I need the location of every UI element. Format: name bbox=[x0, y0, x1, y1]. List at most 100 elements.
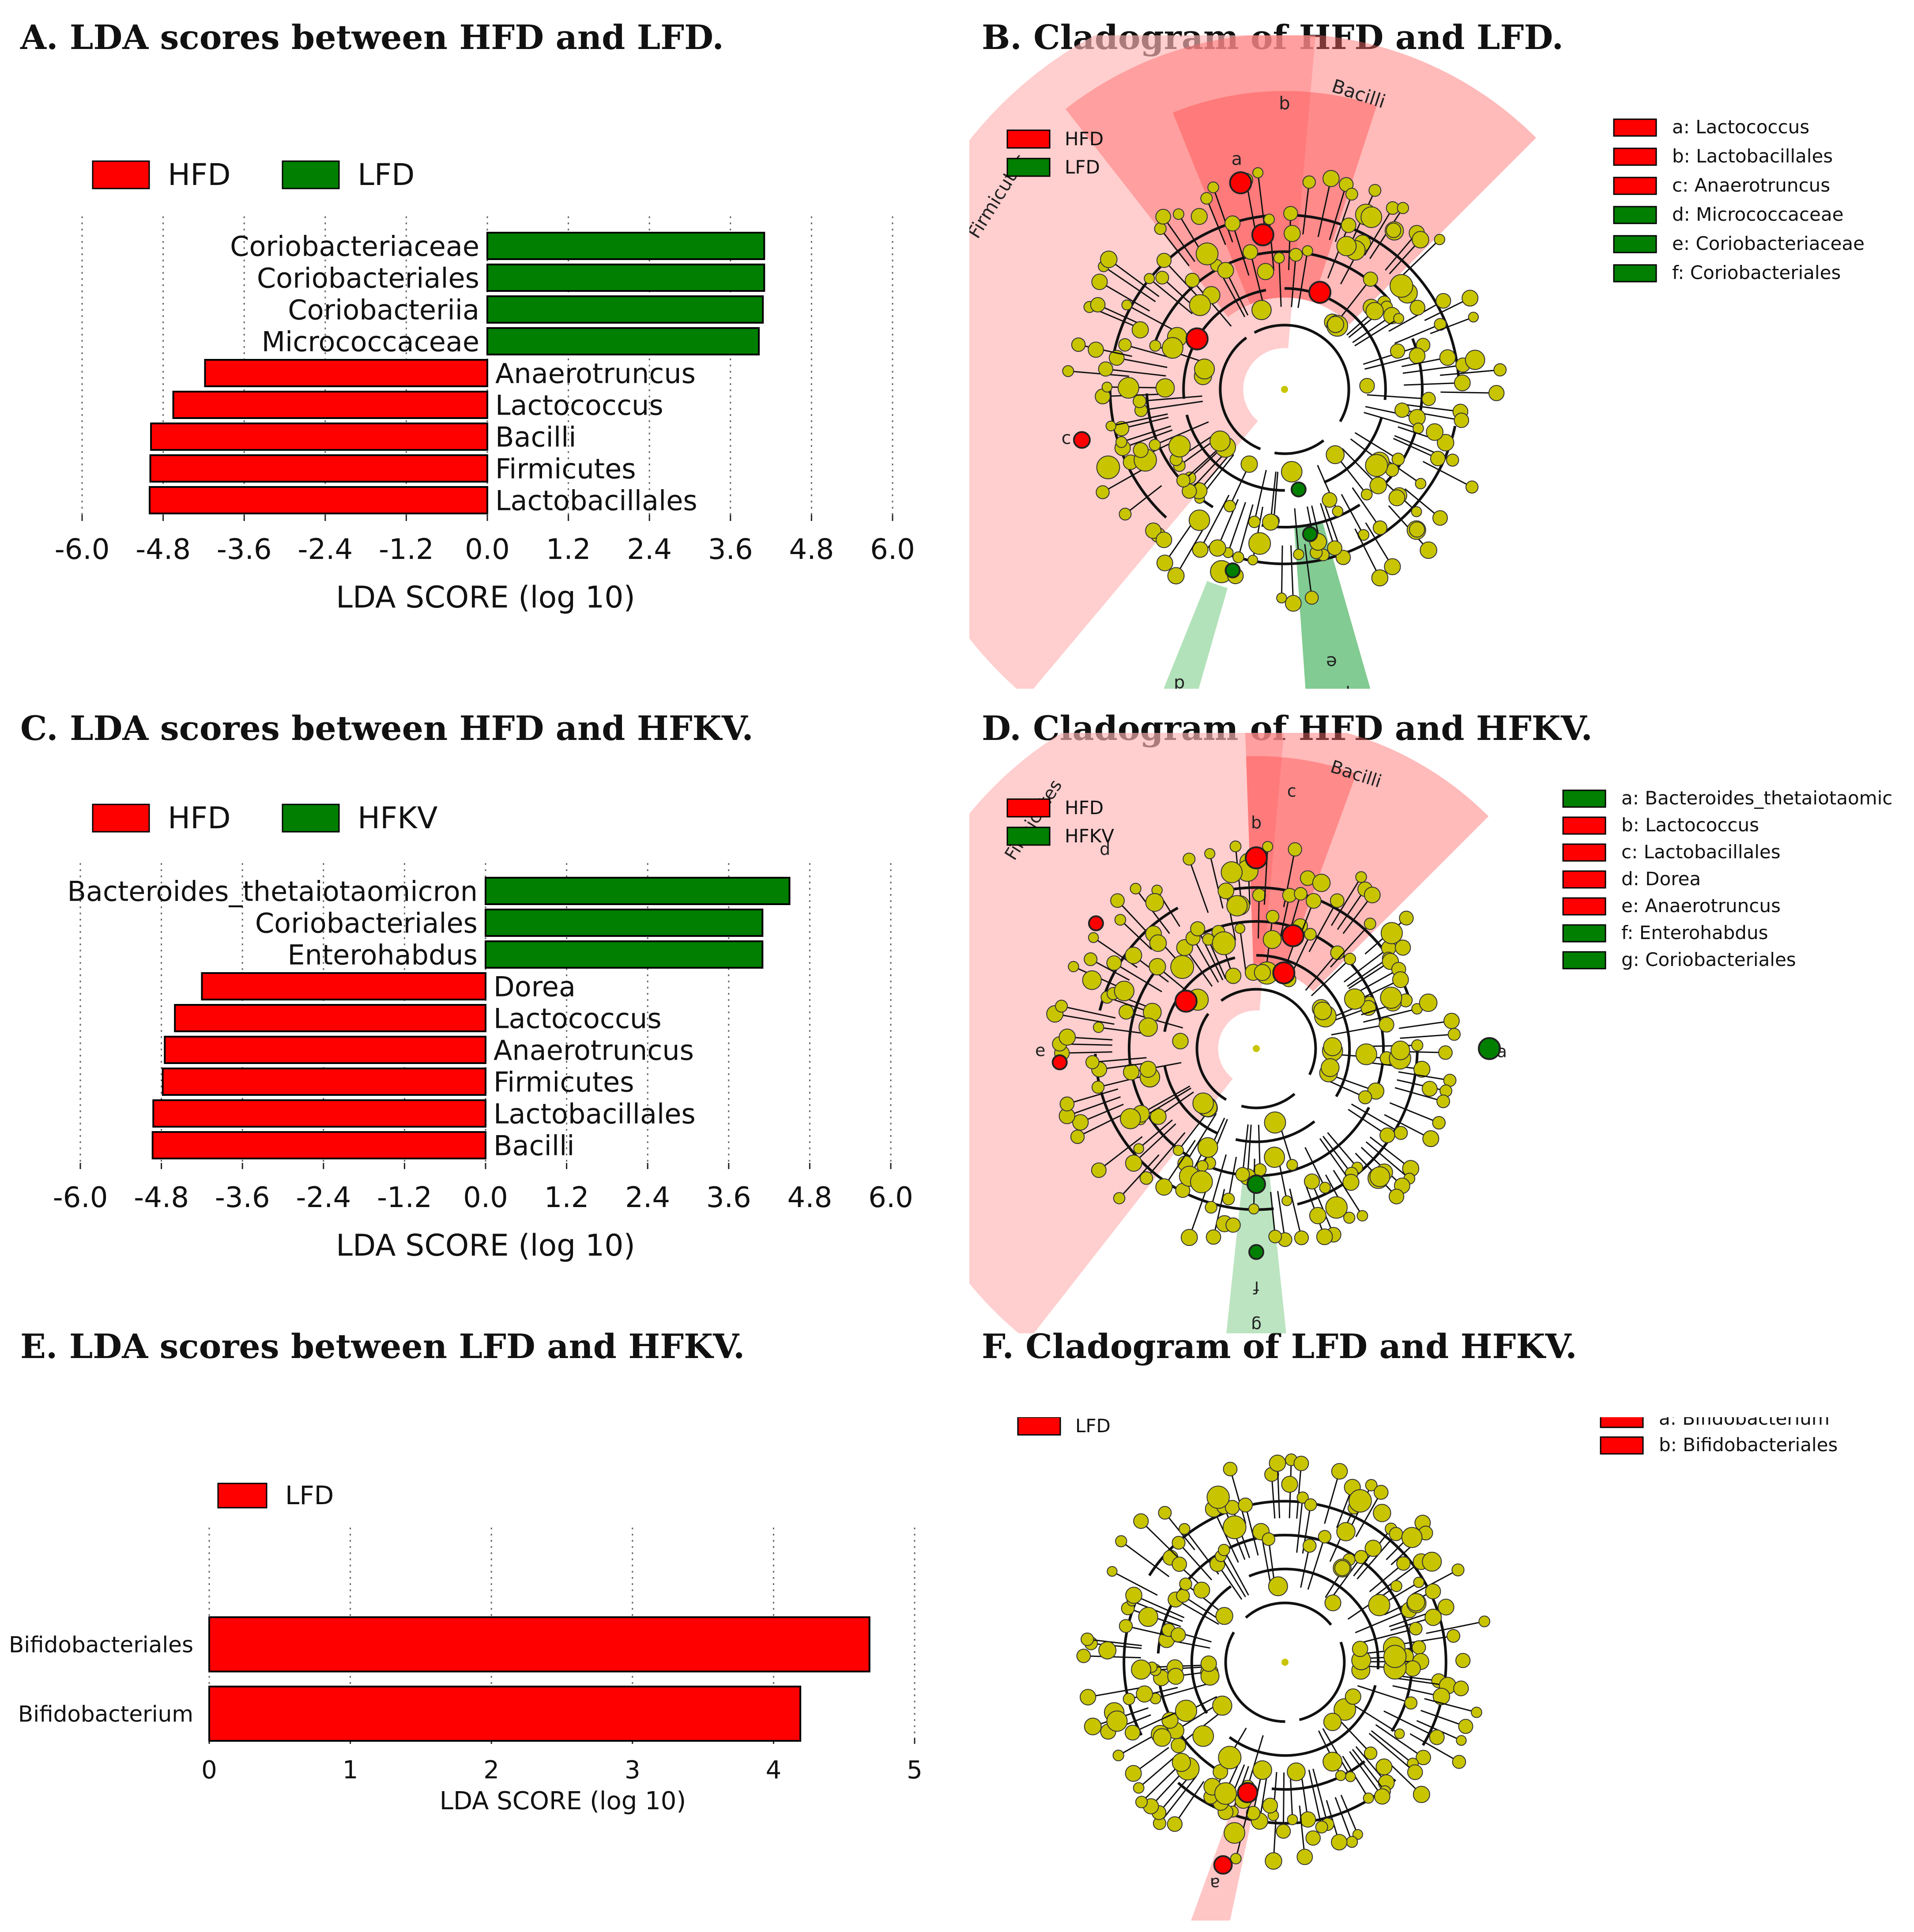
clade-branch bbox=[1334, 194, 1353, 242]
taxon-node bbox=[1252, 888, 1266, 902]
clade-branch bbox=[1066, 1096, 1121, 1117]
legend-label-hfd: HFD bbox=[168, 158, 231, 192]
taxon-node bbox=[1263, 214, 1275, 225]
key-label: d: Micrococcaceae bbox=[1672, 204, 1843, 225]
clade-branch bbox=[1368, 1732, 1416, 1773]
taxon-node bbox=[1215, 1607, 1233, 1625]
clade-branch bbox=[1329, 1556, 1362, 1601]
tick-label: 4 bbox=[766, 1756, 782, 1785]
clade-branch bbox=[1131, 1600, 1183, 1622]
bar-label: Coriobacteriia bbox=[288, 294, 479, 326]
taxon-node bbox=[1389, 1527, 1403, 1541]
clade-branch bbox=[1365, 522, 1393, 567]
taxon-node bbox=[1458, 1719, 1473, 1734]
clade-arc bbox=[1220, 988, 1257, 1002]
clade-branch bbox=[1239, 928, 1247, 973]
tick-label: -2.4 bbox=[296, 1181, 351, 1214]
clade-branch bbox=[1066, 1088, 1119, 1105]
taxon-node bbox=[1149, 340, 1161, 352]
key-swatch bbox=[1613, 147, 1657, 166]
clade-branch bbox=[1324, 1471, 1341, 1524]
bar-label: Coriobacteriaceae bbox=[230, 230, 479, 262]
taxon-node bbox=[1161, 1712, 1179, 1729]
taxon-node bbox=[1123, 1064, 1140, 1081]
tick-label: 2 bbox=[483, 1756, 499, 1785]
taxon-node bbox=[1360, 488, 1373, 501]
taxon-node bbox=[1365, 1479, 1378, 1491]
taxon-node bbox=[1085, 1055, 1100, 1069]
key-label: b: Bifidobacteriales bbox=[1659, 1434, 1838, 1456]
bar-anaerotruncus bbox=[204, 359, 488, 387]
taxon-node bbox=[1153, 1728, 1172, 1747]
taxon-node bbox=[1183, 853, 1196, 866]
taxon-node bbox=[1136, 1685, 1153, 1703]
clade-branch bbox=[1340, 1795, 1359, 1835]
taxon-node bbox=[1430, 451, 1446, 467]
taxon-node bbox=[1424, 1608, 1442, 1626]
taxon-node bbox=[1222, 1192, 1235, 1206]
taxon-node bbox=[1223, 1462, 1238, 1476]
clade-branch bbox=[1207, 939, 1226, 979]
tick-label: 1.2 bbox=[544, 1181, 589, 1214]
taxon-node bbox=[1348, 1489, 1372, 1513]
clade-branch bbox=[1341, 494, 1364, 536]
taxon-node bbox=[1421, 1081, 1438, 1097]
clade-branch bbox=[1145, 1132, 1186, 1179]
taxon-node bbox=[1331, 1463, 1348, 1480]
taxon-node bbox=[1313, 1001, 1332, 1020]
taxon-node bbox=[1447, 1028, 1461, 1041]
clade-branch bbox=[1125, 344, 1170, 358]
clade-arc bbox=[1224, 1631, 1285, 1723]
taxon-node bbox=[1268, 1576, 1288, 1596]
clade-branch bbox=[1289, 1189, 1302, 1238]
clade-branch bbox=[1254, 470, 1267, 522]
taxon-node bbox=[1168, 435, 1191, 457]
taxon-node bbox=[1411, 1039, 1424, 1052]
bar-label: Anaerotruncus bbox=[495, 357, 696, 389]
clade-branch bbox=[1347, 958, 1389, 987]
key-label: c: Anaerotruncus bbox=[1672, 174, 1830, 196]
clade-branch bbox=[1400, 1034, 1454, 1039]
clade-label: f bbox=[1253, 1278, 1259, 1297]
taxon-node bbox=[1302, 175, 1316, 189]
key-swatch bbox=[1600, 1436, 1644, 1455]
taxon-node bbox=[1372, 520, 1388, 535]
taxon-node bbox=[1390, 343, 1405, 359]
taxon-node bbox=[1252, 1760, 1272, 1780]
bar-firmicutes bbox=[162, 1068, 487, 1096]
clade-branch bbox=[1337, 889, 1366, 930]
clade-branch bbox=[1133, 1594, 1185, 1619]
taxon-node bbox=[1289, 248, 1303, 262]
clade-branch bbox=[1308, 1770, 1322, 1827]
taxon-node bbox=[1345, 188, 1358, 201]
clade-branch bbox=[1319, 1138, 1352, 1183]
taxon-node bbox=[1055, 1000, 1068, 1013]
taxon-node bbox=[1323, 1037, 1342, 1057]
taxon-node bbox=[1411, 506, 1422, 517]
key-label: b: Lactococcus bbox=[1621, 814, 1759, 836]
clade-branch bbox=[1099, 281, 1150, 312]
clade-branch bbox=[1122, 429, 1173, 449]
taxon-node bbox=[1379, 1127, 1395, 1143]
taxon-node bbox=[1062, 365, 1074, 377]
taxon-node bbox=[1287, 1762, 1306, 1781]
taxon-node bbox=[1082, 970, 1102, 990]
tick-label: 1 bbox=[343, 1756, 358, 1785]
lda-chart-a: -6.0 -4.8 -3.6 -2.4 -1.2 0.0 1.2 2.4 3.6 4.8 6.0 LD… bbox=[55, 158, 915, 615]
key-swatch bbox=[1562, 924, 1606, 943]
clade-branch bbox=[1317, 178, 1332, 238]
clade-branch bbox=[1199, 494, 1230, 550]
taxon-node bbox=[1262, 930, 1282, 949]
bar-coriobacteriia bbox=[486, 295, 764, 324]
bar-bacilli bbox=[151, 1131, 486, 1159]
bar-label: Lactococcus bbox=[495, 389, 663, 421]
tick-label: 4.8 bbox=[787, 1181, 833, 1214]
clade-branch bbox=[1385, 232, 1417, 271]
taxon-node bbox=[1172, 1033, 1189, 1049]
clade-branch bbox=[1192, 938, 1219, 983]
taxon-node bbox=[1131, 321, 1149, 339]
bar-firmicutes bbox=[149, 454, 488, 483]
taxon-node bbox=[1107, 1566, 1118, 1577]
taxon-node bbox=[1331, 1834, 1348, 1851]
